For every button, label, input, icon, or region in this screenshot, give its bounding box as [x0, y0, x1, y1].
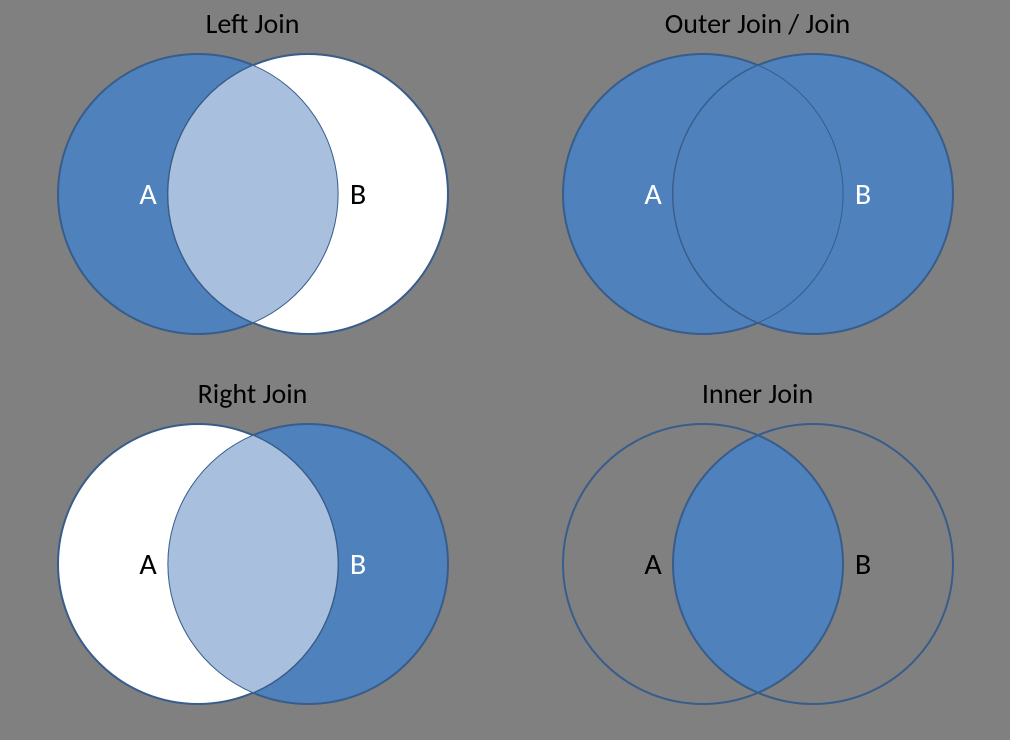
panel-outer-join: Outer Join / Join A B — [505, 0, 1010, 370]
label-a: A — [644, 546, 662, 583]
label-b: B — [854, 546, 870, 583]
label-b: B — [349, 546, 365, 583]
venn-right-join: A B — [33, 414, 473, 714]
label-b: B — [349, 176, 365, 213]
title-left-join: Left Join — [0, 6, 505, 41]
overlap-region — [672, 435, 842, 693]
title-outer-join: Outer Join / Join — [505, 6, 1010, 41]
label-a: A — [644, 176, 662, 213]
venn-outer-join: A B — [538, 44, 978, 344]
panel-left-join: Left Join A B — [0, 0, 505, 370]
label-b: B — [854, 176, 870, 213]
venn-inner-join: A B — [538, 414, 978, 714]
title-inner-join: Inner Join — [505, 376, 1010, 411]
panel-right-join: Right Join A B — [0, 370, 505, 740]
label-a: A — [139, 546, 157, 583]
label-a: A — [139, 176, 157, 213]
venn-left-join: A B — [33, 44, 473, 344]
title-right-join: Right Join — [0, 376, 505, 411]
panel-inner-join: Inner Join A B — [505, 370, 1010, 740]
